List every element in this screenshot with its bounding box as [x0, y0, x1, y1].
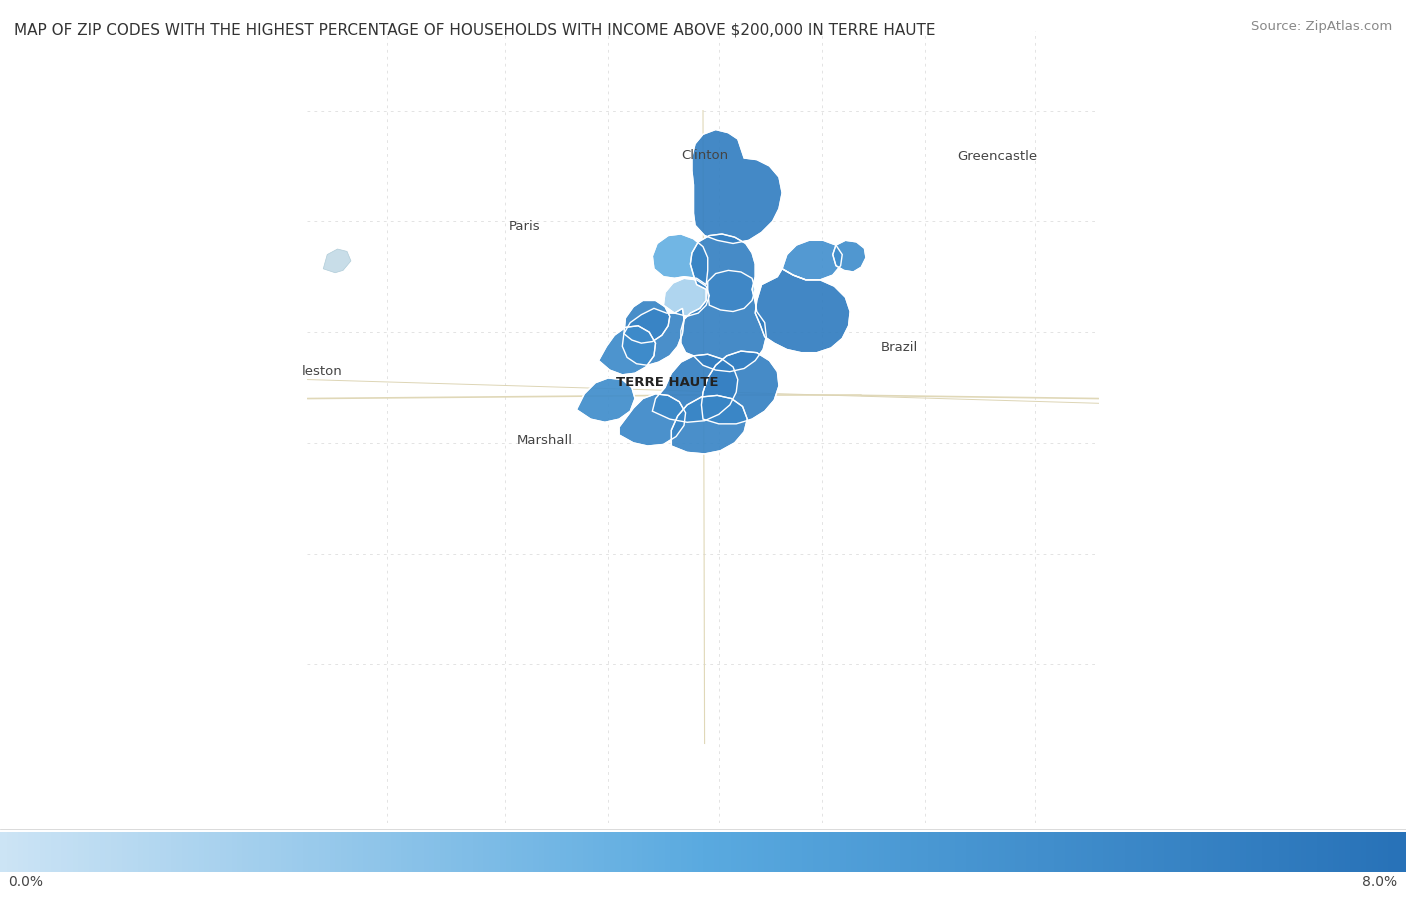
Polygon shape	[692, 129, 782, 244]
Polygon shape	[832, 240, 866, 272]
Polygon shape	[782, 240, 842, 280]
Polygon shape	[619, 394, 686, 446]
Polygon shape	[623, 308, 683, 365]
Polygon shape	[707, 271, 755, 312]
Text: Clinton: Clinton	[681, 149, 728, 162]
Polygon shape	[755, 269, 851, 352]
Text: 8.0%: 8.0%	[1362, 875, 1398, 889]
Text: Marshall: Marshall	[517, 434, 572, 447]
Text: TERRE HAUTE: TERRE HAUTE	[616, 376, 718, 389]
Text: Greencastle: Greencastle	[957, 150, 1038, 163]
Polygon shape	[652, 234, 707, 285]
Text: MAP OF ZIP CODES WITH THE HIGHEST PERCENTAGE OF HOUSEHOLDS WITH INCOME ABOVE $20: MAP OF ZIP CODES WITH THE HIGHEST PERCEN…	[14, 22, 935, 38]
Text: leston: leston	[301, 365, 342, 378]
Polygon shape	[681, 234, 766, 371]
Polygon shape	[323, 249, 352, 272]
Polygon shape	[576, 378, 636, 423]
Polygon shape	[671, 396, 748, 454]
Text: Brazil: Brazil	[880, 342, 918, 354]
Text: Source: ZipAtlas.com: Source: ZipAtlas.com	[1251, 20, 1392, 32]
Polygon shape	[599, 325, 655, 375]
Polygon shape	[664, 279, 710, 316]
Text: 0.0%: 0.0%	[8, 875, 44, 889]
Polygon shape	[652, 354, 738, 423]
Text: Paris: Paris	[509, 220, 541, 234]
Polygon shape	[624, 300, 669, 343]
Polygon shape	[702, 352, 779, 423]
